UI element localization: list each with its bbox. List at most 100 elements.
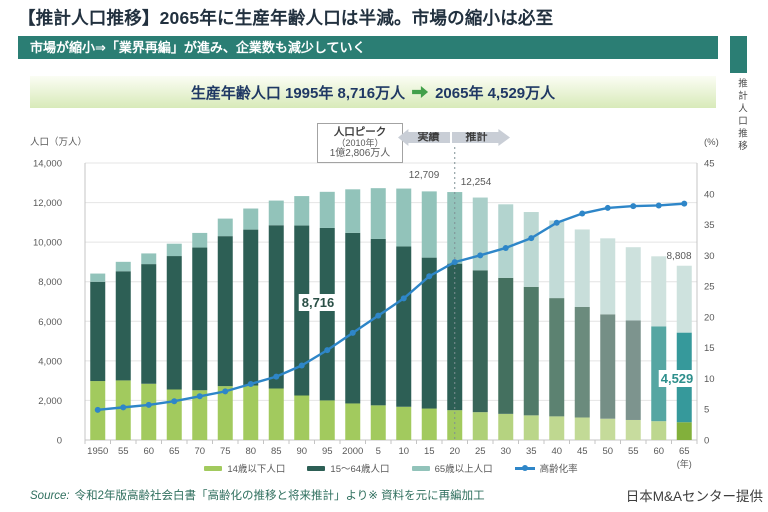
x-tick-label: 30 xyxy=(500,446,511,457)
segment-working-age xyxy=(625,320,641,420)
x-tick-label: 65 xyxy=(169,446,180,457)
segment-under14 xyxy=(676,422,692,440)
provider-credit: 日本M&Aセンター提供 xyxy=(625,489,763,504)
y-right-tick: 30 xyxy=(704,251,715,262)
aging-rate-point xyxy=(502,244,509,251)
segment-under14 xyxy=(345,403,361,440)
aging-rate-point xyxy=(528,235,535,242)
x-tick-label: 10 xyxy=(398,446,409,457)
aging-rate-point xyxy=(298,362,305,369)
aging-rate-point xyxy=(349,329,356,336)
bar-1950 xyxy=(90,273,106,440)
aging-rate-point xyxy=(273,373,280,380)
population-peak-callout: 人口ピーク （2010年） 1億2,806万人 xyxy=(317,123,403,163)
x-tick-label: 80 xyxy=(245,446,256,457)
segment-under14 xyxy=(625,419,641,440)
segment-under14 xyxy=(651,421,667,440)
legend-label: 15〜64歳人口 xyxy=(330,464,390,475)
segment-over65 xyxy=(472,197,488,271)
segment-under14 xyxy=(217,386,233,440)
aging-rate-point xyxy=(451,259,458,266)
segment-under14 xyxy=(472,412,488,440)
segment-working-age xyxy=(447,263,463,411)
highlight-prefix: 生産年齢人口 1995年 8,716万人 xyxy=(190,84,406,102)
segment-working-age xyxy=(472,270,488,413)
aging-rate-point xyxy=(222,388,229,395)
x-tick-label: 60 xyxy=(143,446,154,457)
legend-item: 高齢化率 xyxy=(514,461,578,475)
x-tick-label: 2000 xyxy=(342,446,363,457)
segment-working-age xyxy=(370,238,386,406)
x-tick-label: 15 xyxy=(424,446,435,457)
segment-over65 xyxy=(498,204,514,278)
bar-80 xyxy=(243,208,259,440)
y-left-tick: 2,000 xyxy=(38,396,62,407)
legend-line-icon xyxy=(514,464,535,472)
peak-value: 1億2,806万人 xyxy=(329,148,391,159)
y-right-tick: 45 xyxy=(704,159,715,170)
segment-under14 xyxy=(141,383,157,440)
y-right-tick: 0 xyxy=(704,436,709,447)
x-tick-label: 85 xyxy=(271,446,282,457)
legend-label: 65歳以上人口 xyxy=(434,464,493,475)
segment-under14 xyxy=(523,415,539,440)
x-tick-label: 25 xyxy=(475,446,486,457)
x-tick-label: 40 xyxy=(551,446,562,457)
y-left-tick: 4,000 xyxy=(38,356,62,367)
x-tick-label: 55 xyxy=(118,446,129,457)
aging-rate-point xyxy=(324,347,331,354)
segment-under14 xyxy=(370,405,386,440)
segment-under14 xyxy=(396,406,412,440)
segment-under14 xyxy=(192,390,208,440)
aging-rate-point xyxy=(426,273,433,280)
segment-over65 xyxy=(319,191,335,228)
label-2065-total: 8,808 xyxy=(666,251,692,262)
x-tick-label: 35 xyxy=(526,446,537,457)
y-right-tick: 20 xyxy=(704,312,715,323)
source-text: 令和2年版高齢社会白書「高齢化の推移と将来推計」より※ 資料を元に再編加工 xyxy=(74,490,485,502)
segment-over65 xyxy=(192,232,208,248)
aging-rate-point xyxy=(145,401,152,408)
bar-65 xyxy=(166,243,182,440)
y-right-tick: 35 xyxy=(704,220,715,231)
side-vertical-label: 推計人口推移 xyxy=(736,78,747,153)
legend-label: 14歳以下人口 xyxy=(227,464,286,475)
segment-working-age xyxy=(574,307,590,418)
bar-60 xyxy=(651,256,667,440)
x-tick-label: 50 xyxy=(602,446,613,457)
segment-under14 xyxy=(549,416,565,440)
bar-55 xyxy=(115,261,131,440)
segment-over65 xyxy=(625,247,641,321)
bar-85 xyxy=(268,200,284,440)
aging-rate-point xyxy=(681,200,688,207)
legend-item: 14歳以下人口 xyxy=(204,461,285,475)
segment-working-age xyxy=(192,247,208,391)
x-axis-unit: (年) xyxy=(677,458,692,469)
x-tick-label: 5 xyxy=(376,446,381,457)
y-left-tick: 14,000 xyxy=(33,159,62,170)
segment-over65 xyxy=(549,220,565,299)
segment-under14 xyxy=(600,418,616,440)
chart-legend: 14歳以下人口 15〜64歳人口 65歳以上人口 高齢化率 xyxy=(85,461,697,475)
x-tick-label: 70 xyxy=(194,446,205,457)
bar-70 xyxy=(192,232,208,440)
bar-35 xyxy=(523,212,539,440)
segment-over65 xyxy=(396,188,412,247)
segment-working-age xyxy=(90,281,106,382)
segment-under14 xyxy=(574,417,590,440)
segment-working-age xyxy=(268,225,284,389)
aging-rate-point xyxy=(553,219,560,226)
x-tick-label: 90 xyxy=(296,446,307,457)
segment-under14 xyxy=(243,385,259,440)
segment-working-age xyxy=(549,298,565,417)
source-note: Source: 令和2年版高齢社会白書「高齢化の推移と将来推計」より※ 資料を元に… xyxy=(30,487,485,503)
segment-over65 xyxy=(268,200,284,226)
segment-over65 xyxy=(115,261,131,272)
aging-rate-point xyxy=(655,202,662,209)
aging-rate-point xyxy=(375,312,382,319)
y-left-tick: 0 xyxy=(57,436,62,447)
bar-2000 xyxy=(345,189,361,440)
segment-over65 xyxy=(574,229,590,308)
y-left-tick: 8,000 xyxy=(38,277,62,288)
